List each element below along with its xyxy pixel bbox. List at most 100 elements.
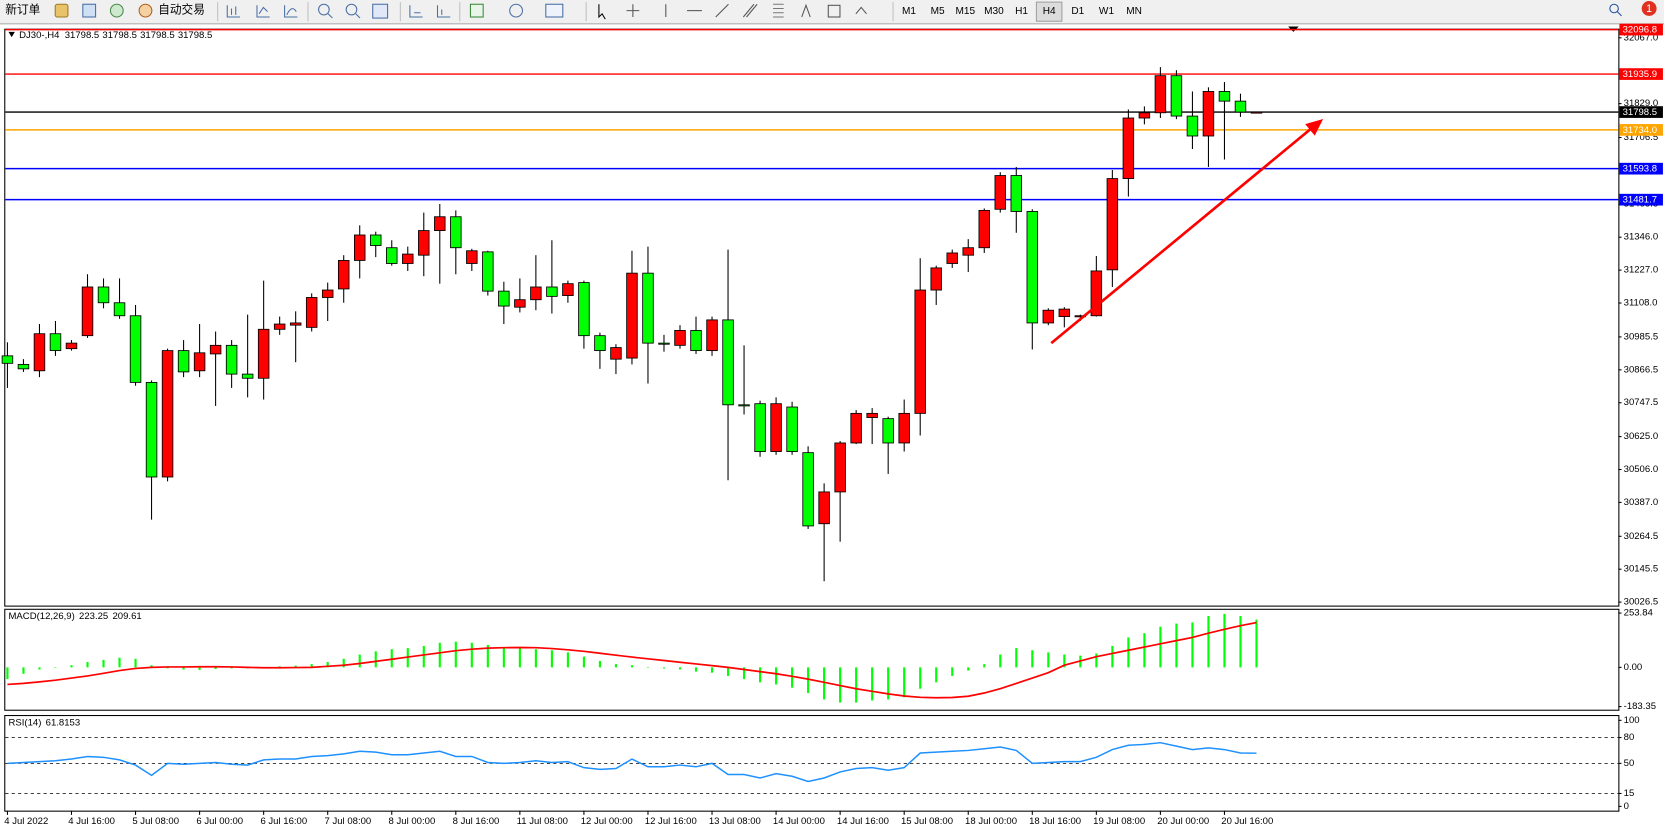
macd-title: MACD(12,26,9)	[8, 611, 74, 622]
x-tick-label: 4 Jul 2022	[4, 816, 48, 827]
candle-body	[434, 216, 446, 231]
macd-bar	[1095, 653, 1098, 668]
trend-arrow	[1050, 118, 1324, 345]
timeframe-button[interactable]: W1	[1099, 6, 1115, 17]
y-tick-label: 31706.5	[1624, 132, 1659, 143]
timeframe-button[interactable]: M5	[931, 6, 945, 17]
header-close: 31798.5	[178, 30, 213, 41]
timeframe-button[interactable]: H4	[1043, 6, 1056, 17]
candle-body	[466, 250, 478, 264]
macd-bar	[742, 667, 746, 680]
header-open: 31798.5	[65, 30, 100, 41]
macd-bar	[967, 667, 970, 671]
macd-bar	[1063, 654, 1066, 668]
x-tick-label: 14 Jul 00:00	[773, 816, 825, 827]
macd-bar	[823, 667, 826, 700]
candle-body	[33, 333, 46, 372]
candle-body	[530, 286, 542, 301]
candle-body	[898, 412, 910, 444]
candle-body	[1234, 100, 1247, 113]
timeframe-button[interactable]: M30	[984, 6, 1004, 17]
candle-body	[370, 234, 382, 246]
candle-body	[1058, 308, 1071, 318]
y-tick-label: 30264.5	[1624, 531, 1659, 542]
candle-body	[257, 328, 270, 379]
header-high: 31798.5	[102, 30, 137, 41]
timeframe-button[interactable]: MN	[1126, 6, 1142, 17]
timeframe-button[interactable]: M15	[955, 6, 975, 17]
macd-bar	[791, 667, 794, 688]
y-tick-label: 30026.5	[1624, 597, 1659, 608]
candle-body	[209, 344, 222, 355]
candle-body	[706, 319, 718, 352]
new-order-button[interactable]: 新订单	[5, 3, 40, 17]
macd-bar	[1031, 650, 1034, 668]
candle-body	[1170, 75, 1183, 117]
candle-body	[946, 252, 958, 264]
candle-body	[738, 404, 750, 407]
toolbar	[0, 0, 1664, 24]
candle-body	[81, 286, 94, 337]
macd-bar	[422, 645, 425, 668]
macd-bar	[390, 649, 393, 668]
macd-bar	[86, 662, 89, 668]
timeframe-button[interactable]: H1	[1015, 6, 1028, 17]
x-tick-label: 6 Jul 00:00	[196, 816, 243, 827]
macd-bar	[775, 667, 778, 685]
timeframe-button[interactable]: M1	[902, 6, 916, 17]
candle-body	[1026, 211, 1039, 324]
y-tick-label: 100	[1624, 715, 1640, 726]
macd-bar	[22, 667, 25, 674]
macd-bar	[759, 667, 762, 683]
signal-line	[7, 621, 1257, 699]
macd-bar	[807, 667, 810, 694]
candle-body	[97, 286, 110, 304]
macd-bar	[134, 658, 137, 668]
price-label-box	[1619, 124, 1663, 136]
x-tick-label: 18 Jul 00:00	[965, 816, 1017, 827]
plot: 32067.031829.031706.531465.531346.031227…	[1, 23, 1663, 827]
candle-body	[1154, 75, 1167, 114]
candle-body	[273, 323, 286, 330]
candle-body	[1090, 270, 1103, 317]
macd-bar	[102, 659, 105, 668]
y-tick-label: 253.84	[1624, 608, 1654, 619]
macd-bar	[534, 649, 537, 668]
candle-body	[1042, 309, 1055, 324]
rsi-value: 61.8153	[46, 717, 81, 728]
macd-bar	[118, 657, 121, 668]
macd-value: 223.25	[79, 611, 108, 622]
candle-body	[994, 175, 1007, 210]
candle-body	[289, 322, 302, 326]
macd-bar	[150, 665, 153, 668]
candle-body	[353, 234, 366, 261]
macd-bar	[614, 664, 618, 668]
macd-bar	[470, 642, 473, 668]
y-tick-label: 80	[1624, 732, 1635, 743]
y-tick-label: 30145.5	[1624, 564, 1659, 575]
candle-body	[802, 452, 814, 527]
candle-body	[1122, 117, 1135, 180]
auto-trading-button[interactable]: 自动交易	[158, 3, 205, 17]
signal-value: 209.61	[112, 611, 141, 622]
price-label: 31734.0	[1623, 125, 1658, 136]
macd-bar	[438, 642, 441, 668]
macd-bar	[1223, 613, 1226, 668]
macd-bar	[6, 667, 9, 680]
macd-bar	[518, 648, 521, 668]
timeframe-button[interactable]: D1	[1071, 6, 1084, 17]
x-tick-label: 13 Jul 08:00	[709, 816, 761, 827]
candle-body	[337, 260, 350, 290]
macd-bar	[326, 662, 329, 668]
macd-bar	[1239, 616, 1242, 668]
x-tick-label: 20 Jul 00:00	[1157, 816, 1209, 827]
y-tick-label: 30747.5	[1624, 397, 1659, 408]
macd-bar	[887, 667, 890, 700]
candle-body	[914, 289, 926, 414]
candle-body	[546, 286, 558, 297]
candle-body	[610, 347, 622, 360]
candle-body	[642, 272, 654, 344]
price-label: 31481.7	[1623, 195, 1658, 206]
